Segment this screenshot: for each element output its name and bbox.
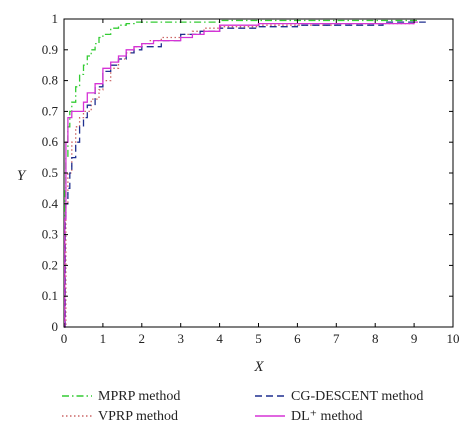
y-tick-label: 0.5 (42, 165, 58, 180)
plot-area (63, 18, 454, 328)
legend-label-2: CG-DESCENT method (291, 389, 423, 404)
legend-label-1: VPRP method (98, 409, 178, 424)
series-layer (64, 19, 426, 328)
x-tick-label: 6 (294, 331, 301, 346)
y-tick-label: 0.3 (42, 227, 58, 242)
x-tick-label: 3 (177, 331, 184, 346)
legend-label-3: DL⁺ method (291, 409, 363, 424)
plot-frame (63, 18, 454, 328)
y-tick-label: 0.2 (42, 257, 58, 272)
x-tick-label: 7 (333, 331, 340, 346)
legend-label-0: MPRP method (98, 389, 180, 404)
x-tick-label: 5 (255, 331, 262, 346)
y-tick-label: 0.1 (42, 288, 58, 303)
y-tick-label: 0.9 (42, 42, 58, 57)
series-line-3 (64, 21, 418, 328)
y-tick-label: 0.4 (42, 196, 59, 211)
axes-layer: 0 1 2 3 4 5 6 7 8 9 10 0 0.1 0.2 0.3 0.4 0.5 0.6 0.7 0.8 0.9… (42, 11, 460, 346)
series-line-2 (64, 21, 426, 328)
x-tick-label: 9 (411, 331, 418, 346)
y-tick-label: 0.7 (42, 103, 59, 118)
x-tick-label: 8 (372, 331, 379, 346)
y-tick-label: 0.8 (42, 73, 58, 88)
y-tick-label: 0.6 (42, 134, 59, 149)
y-tick-label: 0 (52, 319, 59, 334)
x-tick-label: 1 (100, 331, 107, 346)
x-tick-label: 2 (139, 331, 146, 346)
x-tick-label: 0 (61, 331, 68, 346)
y-axis-label: Y (17, 168, 27, 184)
y-tick-label: 1 (52, 11, 59, 26)
legend: MPRP method VPRP method CG-DESCENT method D… (62, 389, 423, 424)
x-tick-label: 4 (216, 331, 223, 346)
series-line-0 (64, 19, 418, 328)
x-axis-label: X (253, 359, 264, 375)
x-tick-label: 10 (447, 331, 460, 346)
